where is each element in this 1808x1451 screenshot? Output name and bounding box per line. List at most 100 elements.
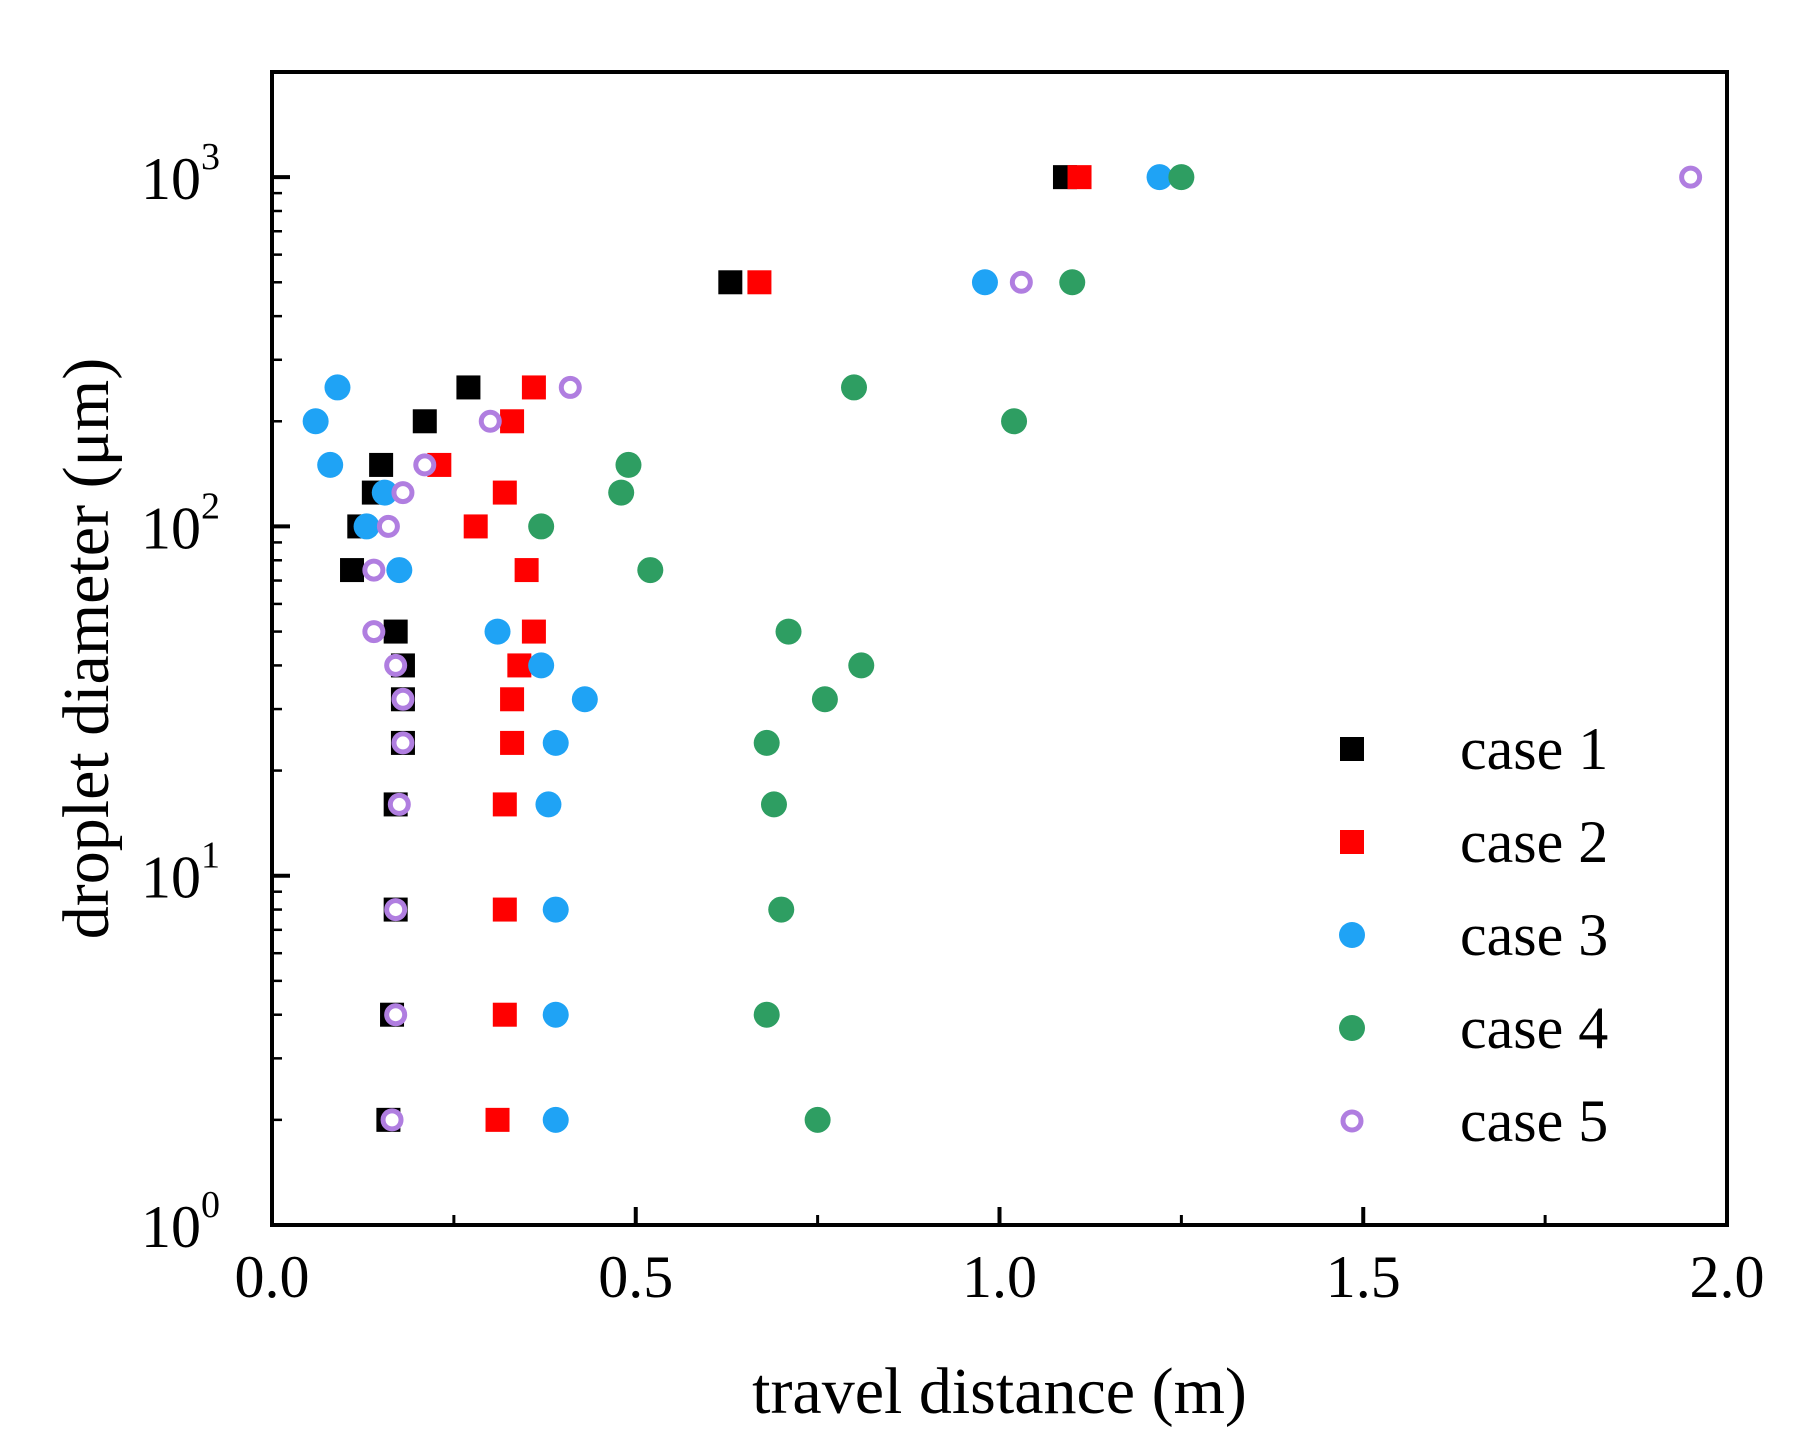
legend-label: case 4 bbox=[1460, 995, 1608, 1061]
series-4 bbox=[528, 164, 1195, 1133]
data-point bbox=[1168, 164, 1195, 191]
x-axis-label: travel distance (m) bbox=[752, 1355, 1247, 1428]
data-point bbox=[369, 452, 394, 477]
data-point bbox=[492, 1002, 517, 1027]
data-point bbox=[753, 1001, 780, 1028]
y-tick-label: 101 bbox=[141, 835, 220, 911]
data-point bbox=[507, 653, 532, 678]
legend-entry: case 3 bbox=[1339, 902, 1608, 968]
data-point bbox=[324, 374, 351, 401]
data-point bbox=[340, 558, 365, 583]
data-point bbox=[383, 619, 408, 644]
data-point bbox=[353, 513, 380, 540]
data-point bbox=[302, 408, 329, 435]
data-point bbox=[380, 1108, 404, 1132]
legend-label: case 2 bbox=[1460, 809, 1608, 875]
data-point bbox=[386, 557, 413, 584]
data-point bbox=[521, 375, 546, 400]
x-tick-label: 1.5 bbox=[1326, 1244, 1401, 1310]
legend-entry: case 4 bbox=[1339, 995, 1608, 1061]
data-point bbox=[413, 453, 437, 477]
data-point bbox=[485, 1107, 510, 1132]
data-point bbox=[1001, 408, 1028, 435]
data-point bbox=[768, 896, 795, 923]
legend-entry: case 5 bbox=[1340, 1088, 1608, 1154]
y-tick-label: 102 bbox=[141, 485, 220, 561]
data-point bbox=[384, 898, 408, 922]
data-point bbox=[558, 375, 582, 399]
data-point bbox=[804, 1106, 831, 1133]
data-point bbox=[542, 1106, 569, 1133]
data-point bbox=[528, 652, 555, 679]
data-point bbox=[848, 652, 875, 679]
data-point bbox=[500, 409, 525, 434]
data-point bbox=[384, 1003, 408, 1027]
data-point bbox=[412, 409, 437, 434]
data-point bbox=[492, 480, 517, 505]
data-point bbox=[456, 375, 481, 400]
data-point bbox=[542, 896, 569, 923]
legend-entry: case 1 bbox=[1340, 716, 1608, 782]
x-tick-label: 0.0 bbox=[235, 1244, 310, 1310]
data-point bbox=[391, 481, 415, 505]
data-point bbox=[1059, 269, 1086, 296]
data-point bbox=[528, 513, 555, 540]
x-tick-label: 2.0 bbox=[1690, 1244, 1765, 1310]
data-point bbox=[1009, 270, 1033, 294]
y-axis-label: droplet diameter (μm) bbox=[50, 358, 123, 940]
legend-marker bbox=[1340, 830, 1364, 854]
data-point bbox=[760, 791, 787, 818]
data-point bbox=[841, 374, 867, 401]
data-point bbox=[1067, 165, 1092, 190]
data-point bbox=[542, 729, 569, 756]
legend-label: case 3 bbox=[1460, 902, 1608, 968]
x-axis: 0.0 0.5 1.0 1.5 2.0 bbox=[235, 1207, 1765, 1310]
y-axis: 100 101 102 103 bbox=[141, 70, 290, 1260]
legend-marker bbox=[1340, 1109, 1364, 1133]
data-point bbox=[492, 897, 517, 922]
series-2 bbox=[427, 165, 1092, 1132]
data-point bbox=[747, 270, 772, 295]
data-point bbox=[542, 1001, 569, 1028]
data-point bbox=[521, 619, 546, 644]
data-point bbox=[500, 687, 525, 712]
data-point bbox=[362, 620, 386, 644]
data-point bbox=[500, 730, 525, 755]
legend-marker bbox=[1340, 737, 1364, 761]
data-point bbox=[391, 731, 415, 755]
data-point bbox=[1679, 165, 1703, 189]
data-point bbox=[484, 618, 511, 645]
data-point bbox=[514, 558, 539, 583]
data-point bbox=[718, 270, 743, 295]
series-5 bbox=[362, 165, 1703, 1132]
data-point bbox=[571, 686, 598, 713]
data-point bbox=[971, 269, 998, 296]
data-point bbox=[371, 479, 398, 506]
x-tick-label: 0.5 bbox=[598, 1244, 673, 1310]
series-1 bbox=[340, 165, 1077, 1132]
legend-label: case 5 bbox=[1460, 1088, 1608, 1154]
data-point bbox=[384, 653, 408, 677]
series-3 bbox=[302, 164, 1173, 1133]
data-point bbox=[463, 514, 488, 539]
y-tick-label: 103 bbox=[141, 136, 220, 212]
legend-label: case 1 bbox=[1460, 716, 1608, 782]
data-point bbox=[608, 479, 635, 506]
legend-marker bbox=[1339, 922, 1365, 948]
data-point bbox=[376, 514, 400, 538]
legend: case 1 case 2 case 3 case 4 case 5 bbox=[1339, 716, 1608, 1154]
legend-marker bbox=[1339, 1015, 1365, 1041]
data-point bbox=[391, 687, 415, 711]
y-tick-label: 100 bbox=[141, 1184, 220, 1260]
data-point bbox=[362, 558, 386, 582]
data-point bbox=[637, 557, 664, 584]
data-point bbox=[1146, 164, 1173, 191]
data-point bbox=[387, 792, 411, 816]
data-point bbox=[775, 618, 802, 645]
data-point bbox=[811, 686, 838, 713]
series-layer bbox=[302, 164, 1703, 1133]
data-point bbox=[317, 451, 344, 478]
legend-entry: case 2 bbox=[1340, 809, 1608, 875]
data-point bbox=[753, 729, 780, 756]
data-point bbox=[478, 409, 502, 433]
